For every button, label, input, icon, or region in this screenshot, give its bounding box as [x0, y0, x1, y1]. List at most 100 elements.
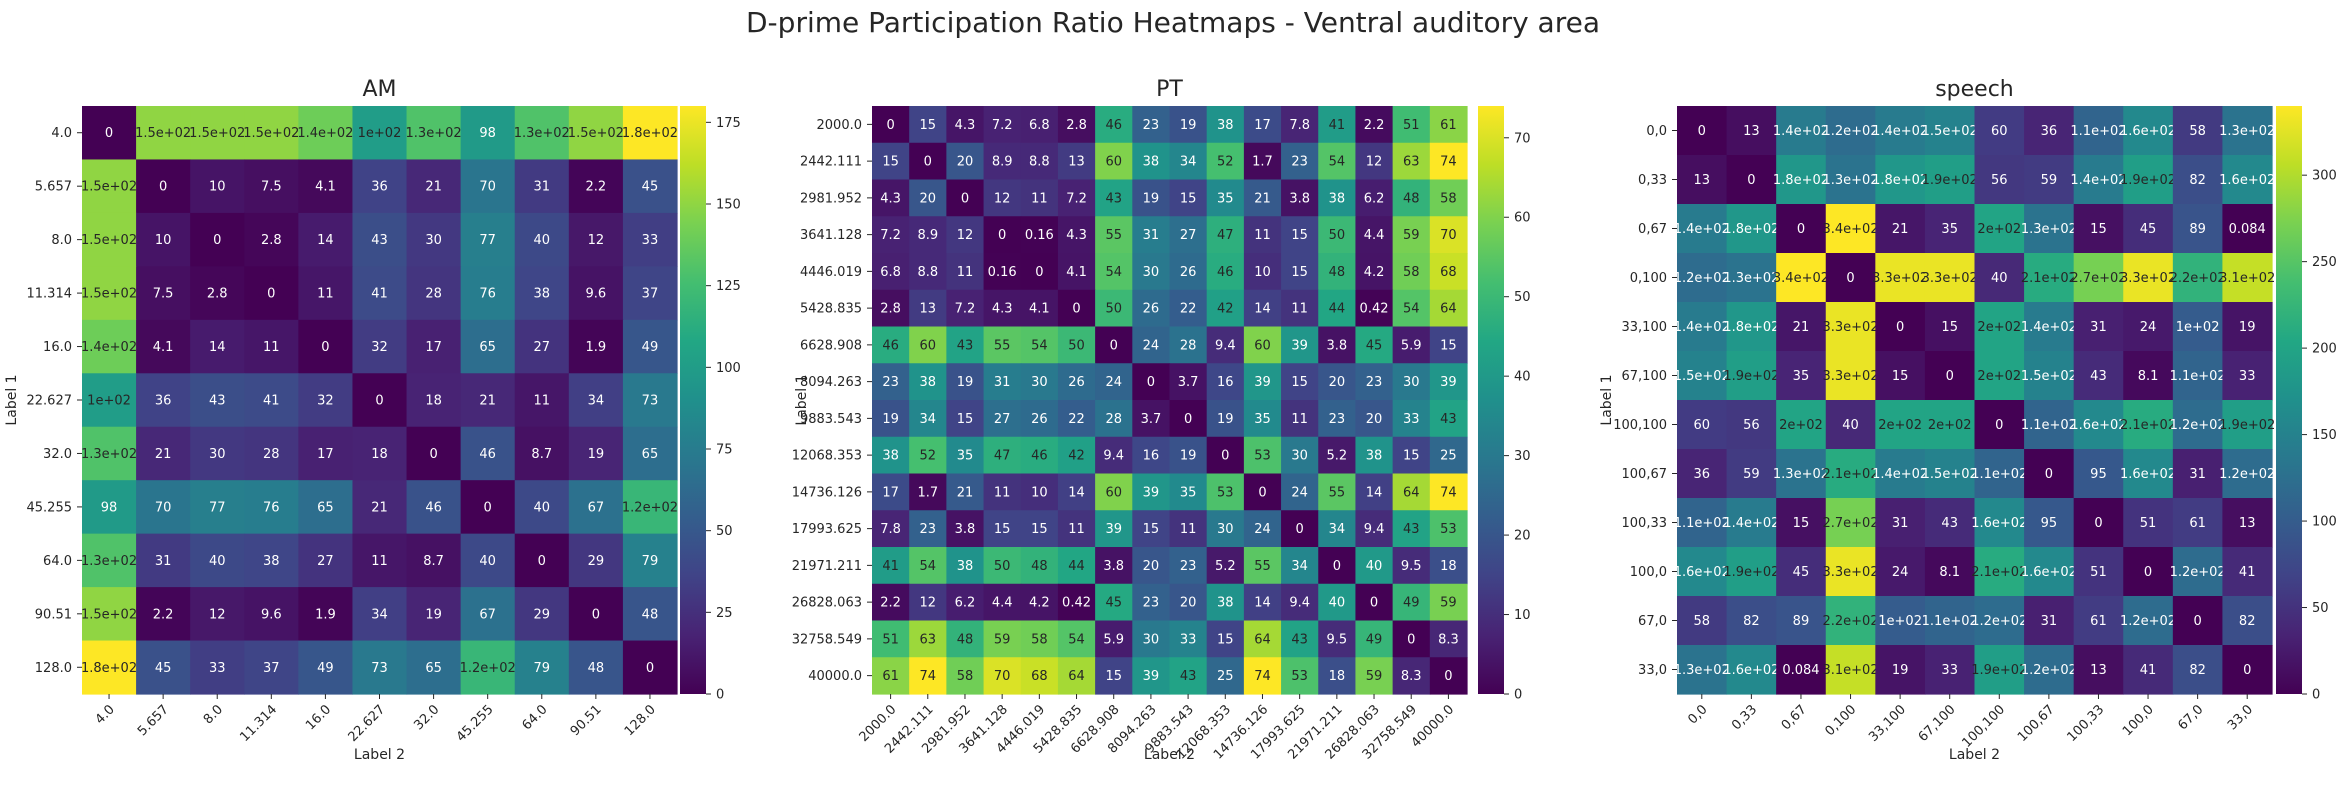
cell-annotation: 32: [317, 394, 334, 409]
heatmap-cell: [1355, 253, 1394, 291]
cell-annotation: 49: [642, 340, 659, 355]
panel-title: speech: [1935, 77, 2014, 102]
cell-annotation: 0: [1184, 412, 1192, 427]
cell-annotation: 8.7: [531, 447, 552, 462]
heatmap-cell: [1206, 326, 1245, 364]
cell-annotation: 43: [371, 233, 388, 248]
heatmap-cell: [1429, 583, 1468, 622]
heatmap-cell: [1429, 289, 1468, 328]
heatmap-cell: [1429, 657, 1468, 695]
heatmap-cell: [2123, 155, 2174, 205]
heatmap-cell: [82, 212, 137, 267]
cell-annotation: 1.9e+02: [1922, 173, 1978, 188]
heatmap-cell: [136, 640, 191, 695]
heatmap-cell: [1355, 473, 1394, 511]
cell-annotation: 18: [371, 447, 388, 462]
cell-annotation: 26: [1180, 265, 1197, 280]
cell-annotation: 2.8: [261, 233, 282, 248]
heatmap-cell: [1281, 510, 1319, 548]
cell-annotation: 10: [155, 233, 172, 248]
heatmap-cell: [1974, 302, 2025, 352]
cell-annotation: 98: [101, 500, 118, 515]
x-tick-label: 33,100: [1866, 702, 1909, 745]
cell-annotation: 19: [1180, 449, 1197, 464]
y-axis-label: Label 1: [4, 374, 20, 425]
cell-annotation: 12: [209, 607, 226, 622]
cell-annotation: 89: [1793, 614, 1810, 629]
heatmap-cell: [82, 587, 137, 642]
cell-annotation: 12: [588, 233, 605, 248]
cell-annotation: 1.8e+02: [81, 661, 137, 676]
heatmap-cell: [1206, 510, 1245, 548]
colorbar-tick-label: 125: [716, 279, 741, 294]
colorbar-tick-label: 60: [1514, 211, 1531, 226]
cell-annotation: 8.1: [1939, 565, 1960, 580]
cell-annotation: 3.3e+02: [1922, 271, 1978, 286]
heatmap-cell: [1392, 436, 1431, 475]
heatmap-cell: [1726, 498, 1777, 548]
cell-annotation: 2.8: [1066, 118, 1087, 133]
heatmap-cell: [1392, 583, 1431, 622]
colorbar-gradient: [680, 106, 706, 694]
cell-annotation: 45: [155, 661, 172, 676]
heatmap-cell: [1132, 473, 1171, 511]
cell-annotation: 64: [1403, 485, 1420, 500]
cell-annotation: 33: [1941, 663, 1958, 678]
x-axis-label: Label 2: [1949, 747, 2000, 763]
cell-annotation: 1.9e+02: [1971, 663, 2027, 678]
cell-annotation: 40: [209, 554, 226, 569]
heatmap-cell: [2123, 106, 2174, 156]
heatmap-cell: [1726, 155, 1777, 205]
cell-annotation: 0.084: [1782, 663, 1819, 678]
heatmap-cell: [1875, 204, 1926, 254]
heatmap-cell: [1392, 510, 1431, 548]
cell-annotation: 31: [155, 554, 172, 569]
cell-annotation: 48: [588, 661, 605, 676]
heatmap-cell: [1825, 596, 1876, 646]
heatmap-cell: [1677, 498, 1728, 548]
cell-annotation: 51: [882, 632, 899, 647]
cell-annotation: 1.6e+02: [2021, 565, 2077, 580]
heatmap-cell: [1318, 436, 1357, 475]
cell-annotation: 6.8: [1029, 118, 1050, 133]
cell-annotation: 38: [920, 375, 937, 390]
cell-annotation: 14: [1254, 302, 1271, 317]
heatmap-cell: [244, 266, 299, 321]
heatmap-cell: [1243, 620, 1282, 658]
cell-annotation: 2e+02: [1977, 369, 2021, 384]
cell-annotation: 13: [2239, 516, 2256, 531]
heatmap-cell: [983, 142, 1022, 181]
cell-annotation: 0: [321, 340, 329, 355]
cell-annotation: 21: [957, 485, 974, 500]
heatmap-cell: [1924, 106, 1976, 156]
heatmap-cell: [244, 159, 299, 214]
heatmap-cell: [872, 547, 910, 585]
heatmap-cell: [568, 106, 624, 161]
heatmap-cell: [2222, 449, 2273, 499]
heatmap-cell: [946, 510, 985, 548]
heatmap-cell: [2123, 645, 2174, 695]
heatmap-cell: [460, 373, 516, 428]
heatmap-cell: [1974, 645, 2025, 695]
cell-annotation: 1.5e+02: [81, 287, 137, 302]
heatmap-cell: [983, 106, 1022, 144]
heatmap-cell: [1974, 253, 2025, 303]
cell-annotation: 3.3e+02: [2120, 271, 2176, 286]
heatmap-cell: [352, 159, 408, 214]
cell-annotation: 15: [2090, 222, 2107, 237]
cell-annotation: 0: [1072, 302, 1080, 317]
heatmap-cell: [1281, 253, 1319, 291]
heatmap-cell: [82, 266, 137, 321]
heatmap-cell: [1392, 547, 1431, 585]
heatmap-cell: [1974, 155, 2025, 205]
heatmap-cell: [1392, 253, 1431, 291]
heatmap-cell: [1924, 645, 1976, 695]
x-tick-label: 16.0: [303, 702, 334, 733]
cell-annotation: 55: [994, 338, 1011, 353]
colorbar-tick-label: 0: [1514, 688, 1522, 703]
x-tick-label: 33,0: [2225, 702, 2256, 733]
heatmap-cell: [460, 480, 516, 535]
heatmap-cell: [190, 266, 245, 321]
heatmap-cell: [1677, 547, 1728, 597]
cell-annotation: 36: [1694, 467, 1711, 482]
